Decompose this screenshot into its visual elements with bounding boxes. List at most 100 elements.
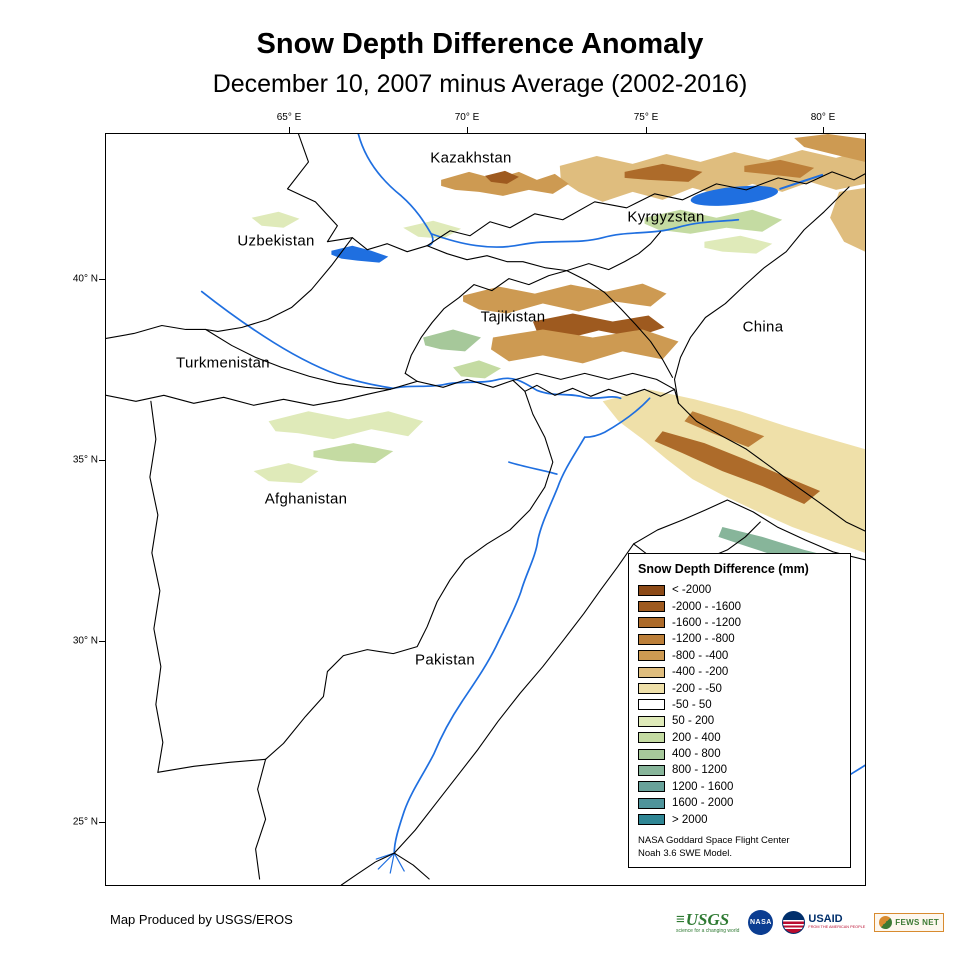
lake-issyk-kul <box>690 185 778 206</box>
legend-swatch <box>638 650 665 662</box>
legend-row: 800 - 1200 <box>638 762 841 778</box>
legend-swatch <box>638 748 665 760</box>
page-title: Snow Depth Difference Anomaly <box>256 28 704 60</box>
legend-source: NASA Goddard Space Flight Center Noah 3.… <box>638 834 841 861</box>
legend-label: -400 - -200 <box>672 666 729 679</box>
y-tick-30n <box>99 641 106 642</box>
country-label-afghanistan: Afghanistan <box>264 490 348 508</box>
usaid-tagline: FROM THE AMERICAN PEOPLE <box>808 925 866 930</box>
x-tick-75e <box>646 127 647 134</box>
legend-label: -1600 - -1200 <box>672 616 742 629</box>
lake-aydar <box>331 245 389 263</box>
legend-label: -800 - -400 <box>672 649 729 662</box>
indus-delta-branches <box>375 852 405 874</box>
map-frame: 65° E 70° E 75° E 80° E 40° N 35° N 30° … <box>73 112 866 886</box>
legend-label: 800 - 1200 <box>672 764 727 777</box>
river-fergana <box>430 218 740 248</box>
y-tick-label-30n: 30° N <box>72 635 98 647</box>
country-label-kyrgyzstan: Kyrgyzstan <box>627 208 705 226</box>
legend-row: -1200 - -800 <box>638 631 841 647</box>
fewsnet-logo: FEWS NET <box>874 912 945 932</box>
legend-label: -1200 - -800 <box>672 633 735 646</box>
legend-swatch <box>638 617 665 629</box>
legend-label: -200 - -50 <box>672 682 722 695</box>
map-credit: Map Produced by USGS/EROS <box>110 912 293 927</box>
y-tick-40n <box>99 279 106 280</box>
fewsnet-text: FEWS NET <box>895 917 940 927</box>
x-tick-80e <box>823 127 824 134</box>
borders-layer <box>106 134 865 885</box>
usaid-wordmark: USAID FROM THE AMERICAN PEOPLE <box>808 914 865 930</box>
legend-row: -2000 - -1600 <box>638 598 841 614</box>
legend-swatch <box>638 666 665 678</box>
country-label-tajikistan: Tajikistan <box>480 308 546 326</box>
y-tick-label-25n: 25° N <box>72 816 98 828</box>
country-label-turkmenistan: Turkmenistan <box>176 354 270 372</box>
legend-label: 50 - 200 <box>672 715 715 728</box>
country-label-kazakhstan: Kazakhstan <box>430 149 512 167</box>
fewsnet-globe-icon <box>879 915 893 929</box>
river-indus-upper <box>583 397 651 439</box>
usgs-bars-icon: ≡ <box>676 910 685 928</box>
legend-swatch <box>638 781 665 793</box>
legend-swatch <box>638 683 665 695</box>
x-tick-label-70e: 70° E <box>454 112 480 123</box>
usaid-seal-icon <box>782 910 806 934</box>
nasa-text: NASA <box>749 918 772 926</box>
river-indus <box>393 436 586 854</box>
legend-label: -2000 - -1600 <box>672 600 742 613</box>
country-label-pakistan: Pakistan <box>415 651 475 669</box>
legend-swatch <box>638 715 665 727</box>
x-tick-65e <box>289 127 290 134</box>
x-tick-label-80e: 80° E <box>810 112 836 123</box>
usgs-wordmark: ≡ USGS <box>676 911 739 928</box>
legend-swatch <box>638 797 665 809</box>
river-amu-darya <box>200 290 622 400</box>
legend-row: 50 - 200 <box>638 713 841 729</box>
legend-label: > 2000 <box>672 813 708 826</box>
y-tick-label-35n: 35° N <box>72 454 98 466</box>
legend-swatch <box>638 633 665 645</box>
legend-row: -50 - 50 <box>638 697 841 713</box>
legend-row: > 2000 <box>638 811 841 827</box>
country-label-uzbekistan: Uzbekistan <box>237 232 315 250</box>
legend-label: 200 - 400 <box>672 731 721 744</box>
legend-swatch <box>638 699 665 711</box>
usgs-tagline: science for a changing world <box>676 927 740 934</box>
page-subtitle: December 10, 2007 minus Average (2002-20… <box>212 70 748 98</box>
legend-swatch <box>638 584 665 596</box>
legend-row: -1600 - -1200 <box>638 615 841 631</box>
legend-label: 1200 - 1600 <box>672 780 734 793</box>
x-tick-label-65e: 65° E <box>276 112 302 123</box>
usaid-logo: USAID FROM THE AMERICAN PEOPLE <box>782 910 865 934</box>
legend-label: -50 - 50 <box>672 698 712 711</box>
issyk-kul-east-streak <box>779 173 824 190</box>
legend-row: 1200 - 1600 <box>638 779 841 795</box>
legend-row: 1600 - 2000 <box>638 795 841 811</box>
legend-row: -200 - -50 <box>638 680 841 696</box>
nasa-logo: NASA <box>748 909 774 935</box>
legend-label: 1600 - 2000 <box>672 797 734 810</box>
legend-row: < -2000 <box>638 582 841 598</box>
legend-label: < -2000 <box>672 584 712 597</box>
legend-swatch <box>638 732 665 744</box>
country-label-china: China <box>742 318 784 336</box>
legend-swatch <box>638 764 665 776</box>
legend-row: 200 - 400 <box>638 730 841 746</box>
legend: Snow Depth Difference (mm) < -2000 -2000… <box>628 553 851 869</box>
legend-swatch <box>638 601 665 613</box>
logos-row: ≡ USGS science for a changing world NASA… <box>676 903 945 941</box>
map-canvas <box>106 134 865 885</box>
usgs-logo: ≡ USGS science for a changing world <box>676 911 739 934</box>
legend-row: 400 - 800 <box>638 746 841 762</box>
legend-source-line1: NASA Goddard Space Flight Center <box>638 834 790 846</box>
x-tick-70e <box>467 127 468 134</box>
y-tick-35n <box>99 460 106 461</box>
legend-source-line2: Noah 3.6 SWE Model. <box>638 848 732 860</box>
legend-swatch <box>638 814 665 826</box>
x-tick-label-75e: 75° E <box>633 112 659 123</box>
y-tick-25n <box>99 822 106 823</box>
legend-row: -800 - -400 <box>638 648 841 664</box>
river-kabul <box>508 461 558 475</box>
